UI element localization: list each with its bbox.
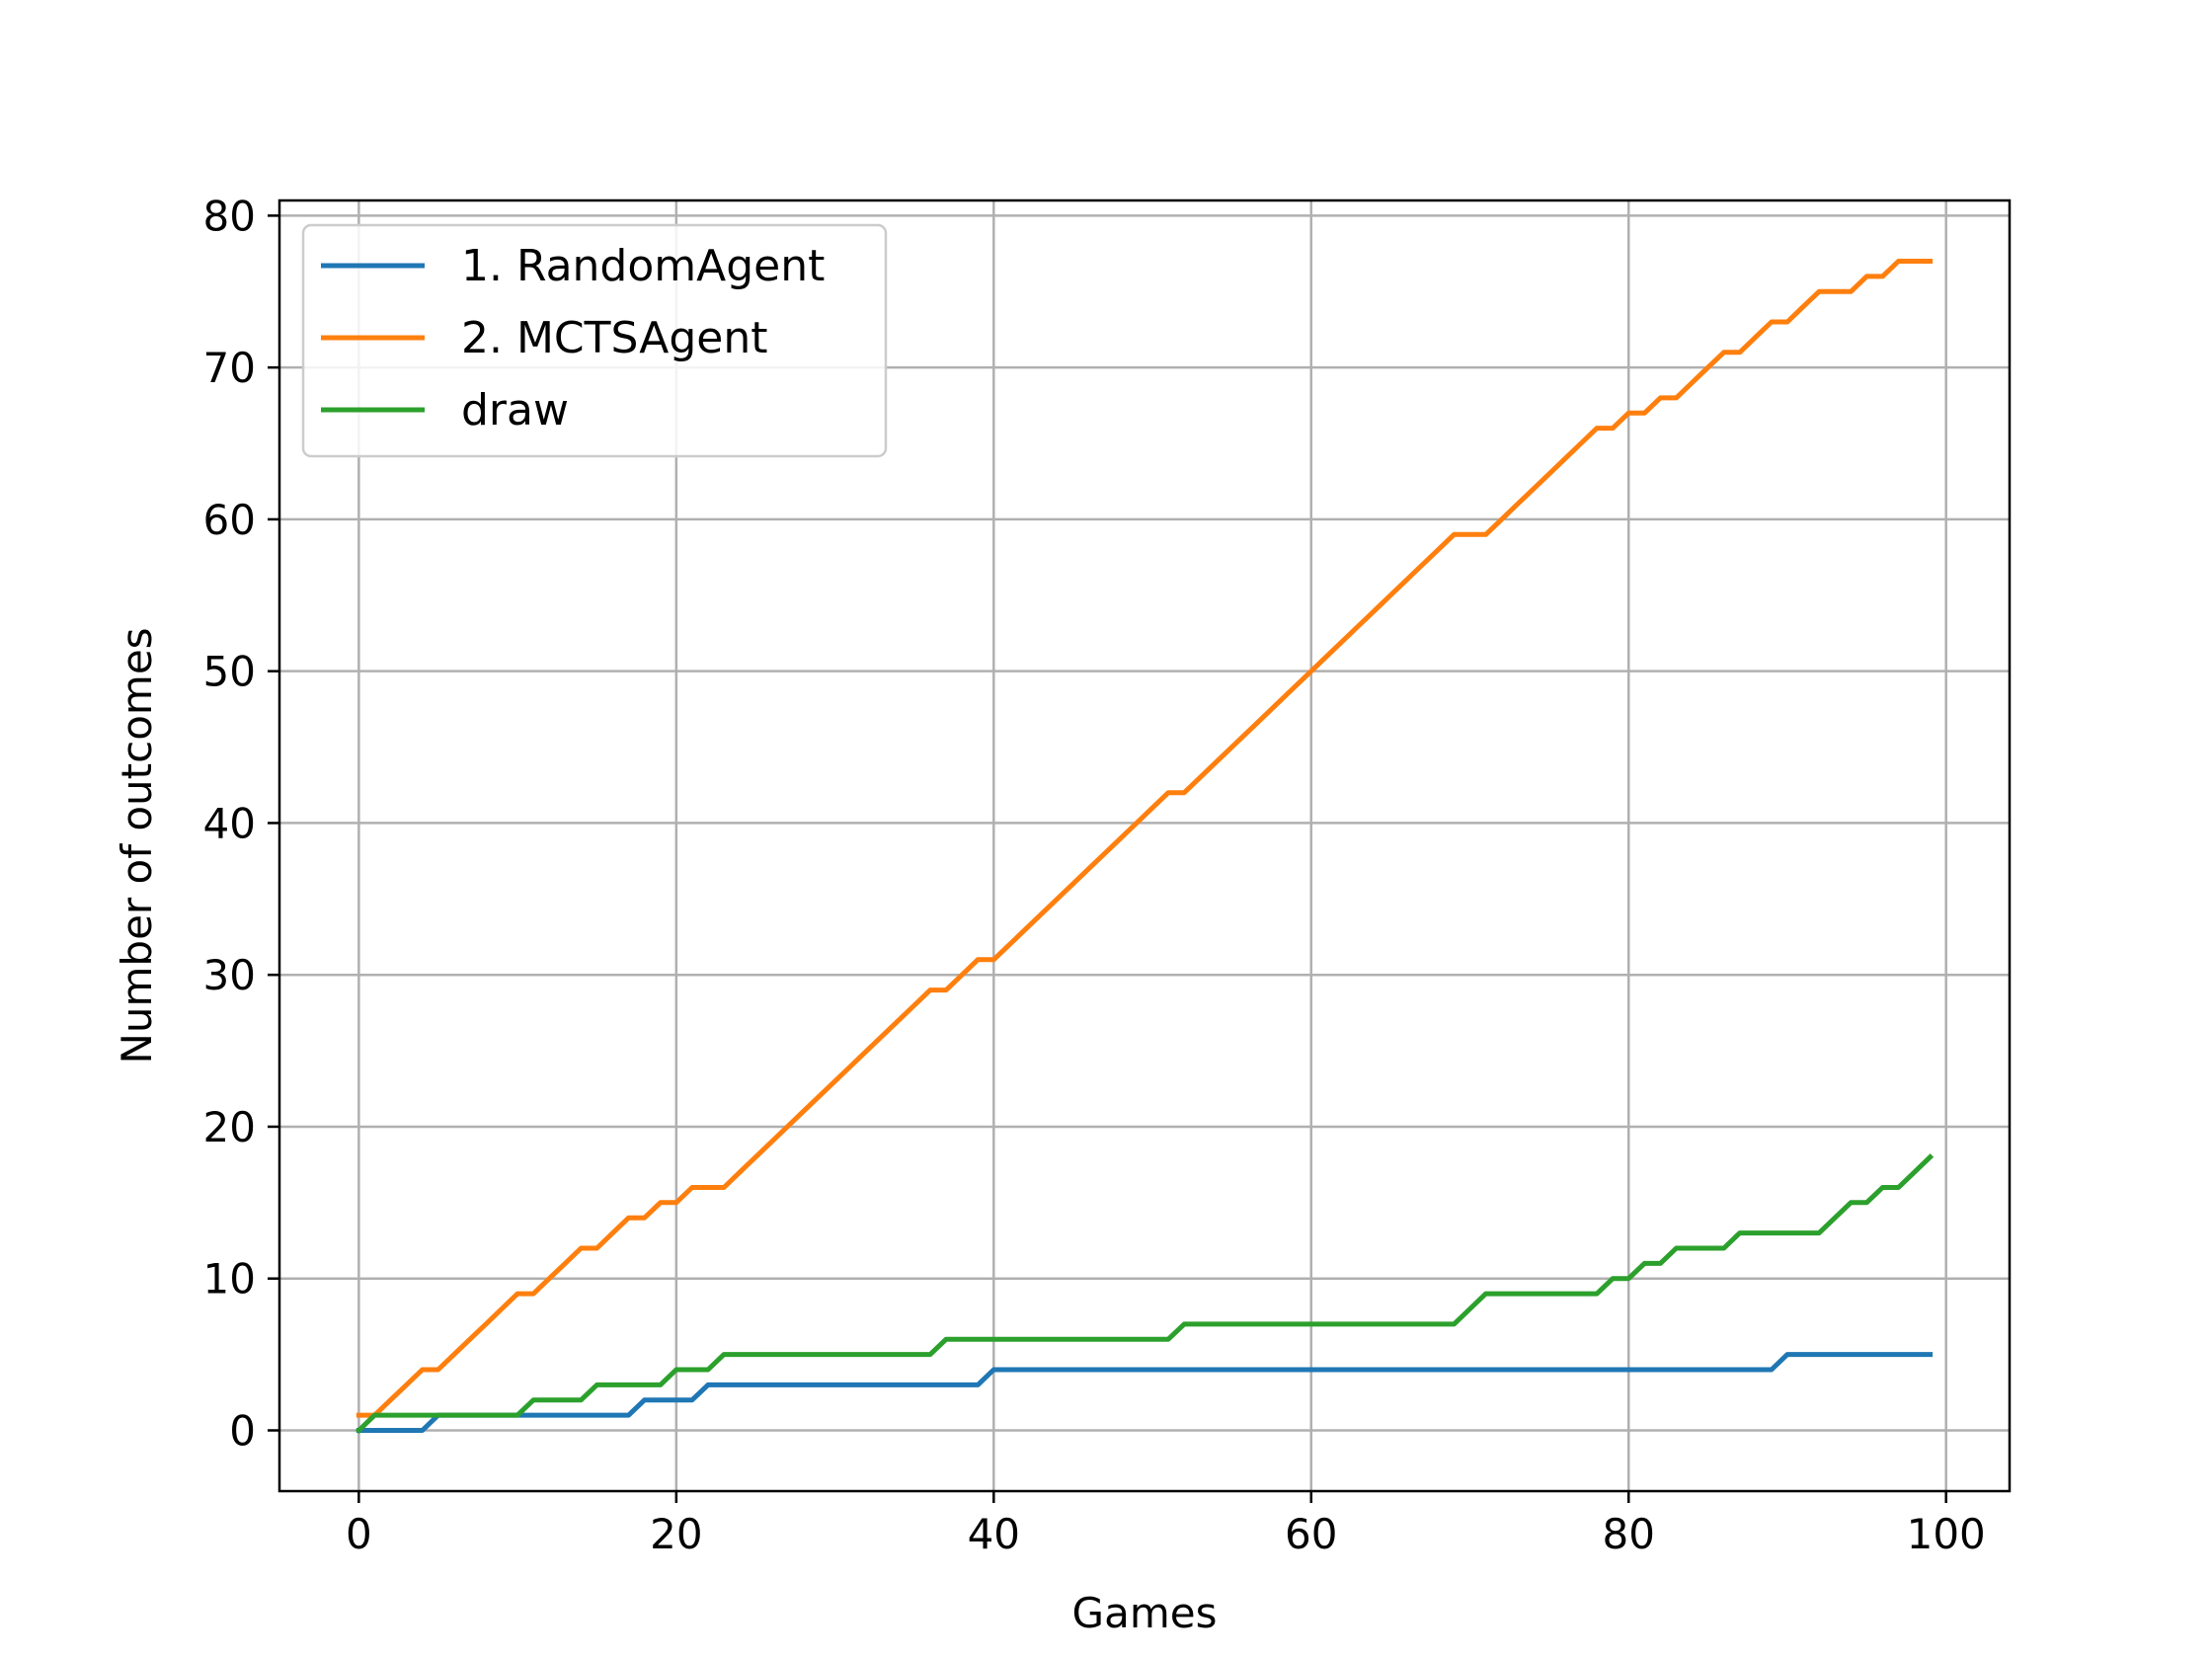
y-tick-label: 20 — [203, 1103, 256, 1151]
y-tick-label: 40 — [203, 799, 256, 847]
x-tick-label: 0 — [346, 1510, 372, 1558]
tick-labels: 0 20 40 60 80 100 0 10 20 30 40 50 60 70 80 — [203, 192, 1986, 1558]
legend-label-2-mctsagent: 2. MCTSAgent — [461, 313, 768, 363]
y-tick-label: 0 — [229, 1406, 256, 1455]
y-tick-label: 80 — [203, 192, 256, 240]
legend-box — [301, 223, 888, 458]
series-line-draw — [355, 1153, 1935, 1435]
y-tick-label: 50 — [203, 648, 256, 696]
series-line-2-mctsagent — [356, 259, 1934, 1418]
grid-lines — [279, 200, 2010, 1491]
axis-ticks — [268, 214, 1947, 1503]
series-line-1-randomagent — [356, 1352, 1934, 1433]
x-tick-label: 20 — [650, 1510, 702, 1558]
legend-label-1-randomagent: 1. RandomAgent — [461, 241, 825, 291]
y-tick-label: 70 — [203, 344, 256, 392]
y-tick-label: 30 — [203, 951, 256, 999]
x-tick-label: 40 — [968, 1510, 1020, 1558]
x-tick-label: 60 — [1285, 1510, 1337, 1558]
y-tick-label: 10 — [203, 1255, 256, 1304]
x-tick-label: 100 — [1907, 1510, 1986, 1558]
x-tick-label: 80 — [1603, 1510, 1655, 1558]
y-tick-label: 60 — [203, 496, 256, 544]
legend-label-draw: draw — [461, 385, 569, 435]
axes-frame — [277, 198, 2012, 1493]
x-axis-label: Games — [1072, 1589, 1218, 1637]
plot-lines — [355, 259, 1935, 1435]
y-axis-label: Number of outcomes — [113, 627, 161, 1064]
legend: 1. RandomAgent 2. MCTSAgent draw — [301, 223, 888, 458]
